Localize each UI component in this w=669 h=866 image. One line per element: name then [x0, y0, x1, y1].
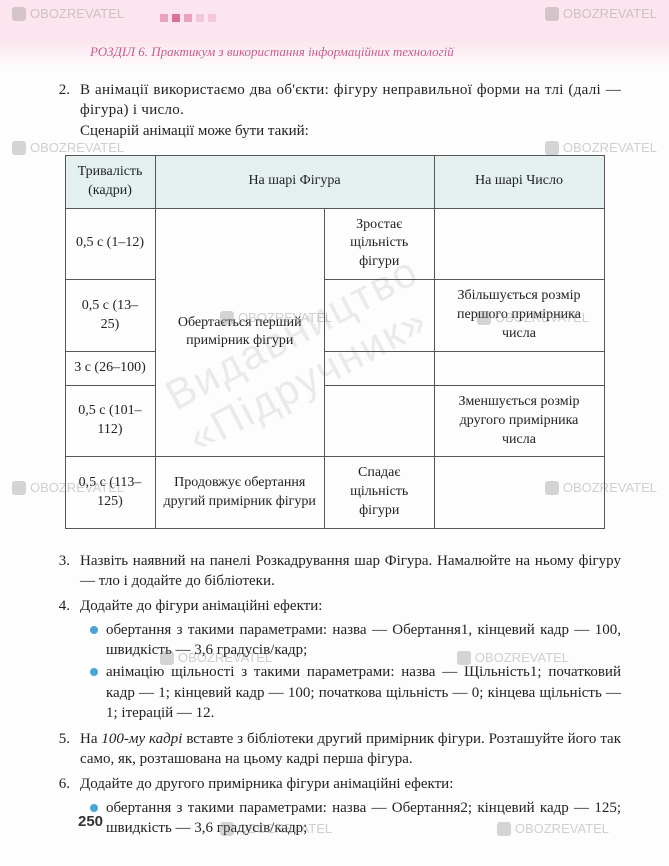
- cell-rotate-second: Продовжує обертання другий примірник фіг…: [155, 457, 324, 529]
- cell-r1c1: 0,5 с (1–12): [65, 208, 155, 280]
- cell-r1c4: [434, 208, 604, 280]
- bullet-6-1-text: обертання з такими параметрами: назва — …: [106, 798, 621, 839]
- cell-r3c4: [434, 351, 604, 385]
- list-item-3: 3. Назвіть наявний на панелі Розкадруван…: [48, 551, 621, 592]
- item-number: 5.: [48, 729, 80, 770]
- item-6-text: Додайте до другого примірника фігури ані…: [80, 774, 621, 794]
- item-2-line1: В анімації використаємо два об'єкти: фіг…: [80, 82, 621, 118]
- bullet-icon: [90, 804, 98, 812]
- list-item-4: 4. Додайте до фігури анімаційні ефекти:: [48, 596, 621, 616]
- cell-size-down: Зменшується розмір другого примірника чи…: [434, 385, 604, 457]
- item-5-text: На 100-му кадрі вставте з бібліотеки дру…: [80, 729, 621, 770]
- cell-density-up: Зростає щільність фігури: [324, 208, 434, 280]
- bullet-4-2-text: анімацію щільності з такими параметрами:…: [106, 662, 621, 723]
- cell-r4c1: 0,5 с (101–112): [65, 385, 155, 457]
- page-content: 2. В анімації використаємо два об'єкти: …: [0, 68, 669, 838]
- cell-rotate-first: Обертається перший примірник фігури: [155, 208, 324, 457]
- item-number: 4.: [48, 596, 80, 616]
- cell-r2c3: [324, 280, 434, 352]
- item-4-text: Додайте до фігури анімаційні ефекти:: [80, 596, 621, 616]
- cell-r3c3: [324, 351, 434, 385]
- bullet-4-1: обертання з такими параметрами: назва — …: [90, 620, 621, 661]
- cell-r3c1: 3 с (26–100): [65, 351, 155, 385]
- item-2-line2: Сценарій анімації може бути такий:: [80, 123, 309, 139]
- cell-r5c4: [434, 457, 604, 529]
- th-duration: Тривалість (кадри): [65, 155, 155, 208]
- item-number: 3.: [48, 551, 80, 592]
- section-title: РОЗДІЛ 6. Практикум з використання інфор…: [90, 44, 454, 60]
- cell-density-down: Спадає щільність фігури: [324, 457, 434, 529]
- list-item-2: 2. В анімації використаємо два об'єкти: …: [48, 80, 621, 141]
- bullet-4-2: анімацію щільності з такими параметрами:…: [90, 662, 621, 723]
- bullet-6-1: обертання з такими параметрами: назва — …: [90, 798, 621, 839]
- th-number-layer: На шарі Число: [434, 155, 604, 208]
- item-number: 2.: [48, 80, 80, 141]
- item-3-text: Назвіть наявний на панелі Розкадрування …: [80, 551, 621, 592]
- cell-r4c3: [324, 385, 434, 457]
- page-number: 250: [78, 813, 103, 830]
- header-decoration: [160, 14, 216, 22]
- header-band: РОЗДІЛ 6. Практикум з використання інфор…: [0, 0, 669, 68]
- bullet-icon: [90, 626, 98, 634]
- animation-scenario-table: Тривалість (кадри) На шарі Фігура На шар…: [65, 155, 605, 529]
- list-item-5: 5. На 100-му кадрі вставте з бібліотеки …: [48, 729, 621, 770]
- cell-r5c1: 0,5 с (113–125): [65, 457, 155, 529]
- bullet-4-1-text: обертання з такими параметрами: назва — …: [106, 620, 621, 661]
- th-figure-layer: На шарі Фігура: [155, 155, 434, 208]
- bullet-icon: [90, 668, 98, 676]
- cell-r2c1: 0,5 с (13–25): [65, 280, 155, 352]
- cell-size-up: Збільшується розмір першого примірника ч…: [434, 280, 604, 352]
- item-number: 6.: [48, 774, 80, 794]
- list-item-6: 6. Додайте до другого примірника фігури …: [48, 774, 621, 794]
